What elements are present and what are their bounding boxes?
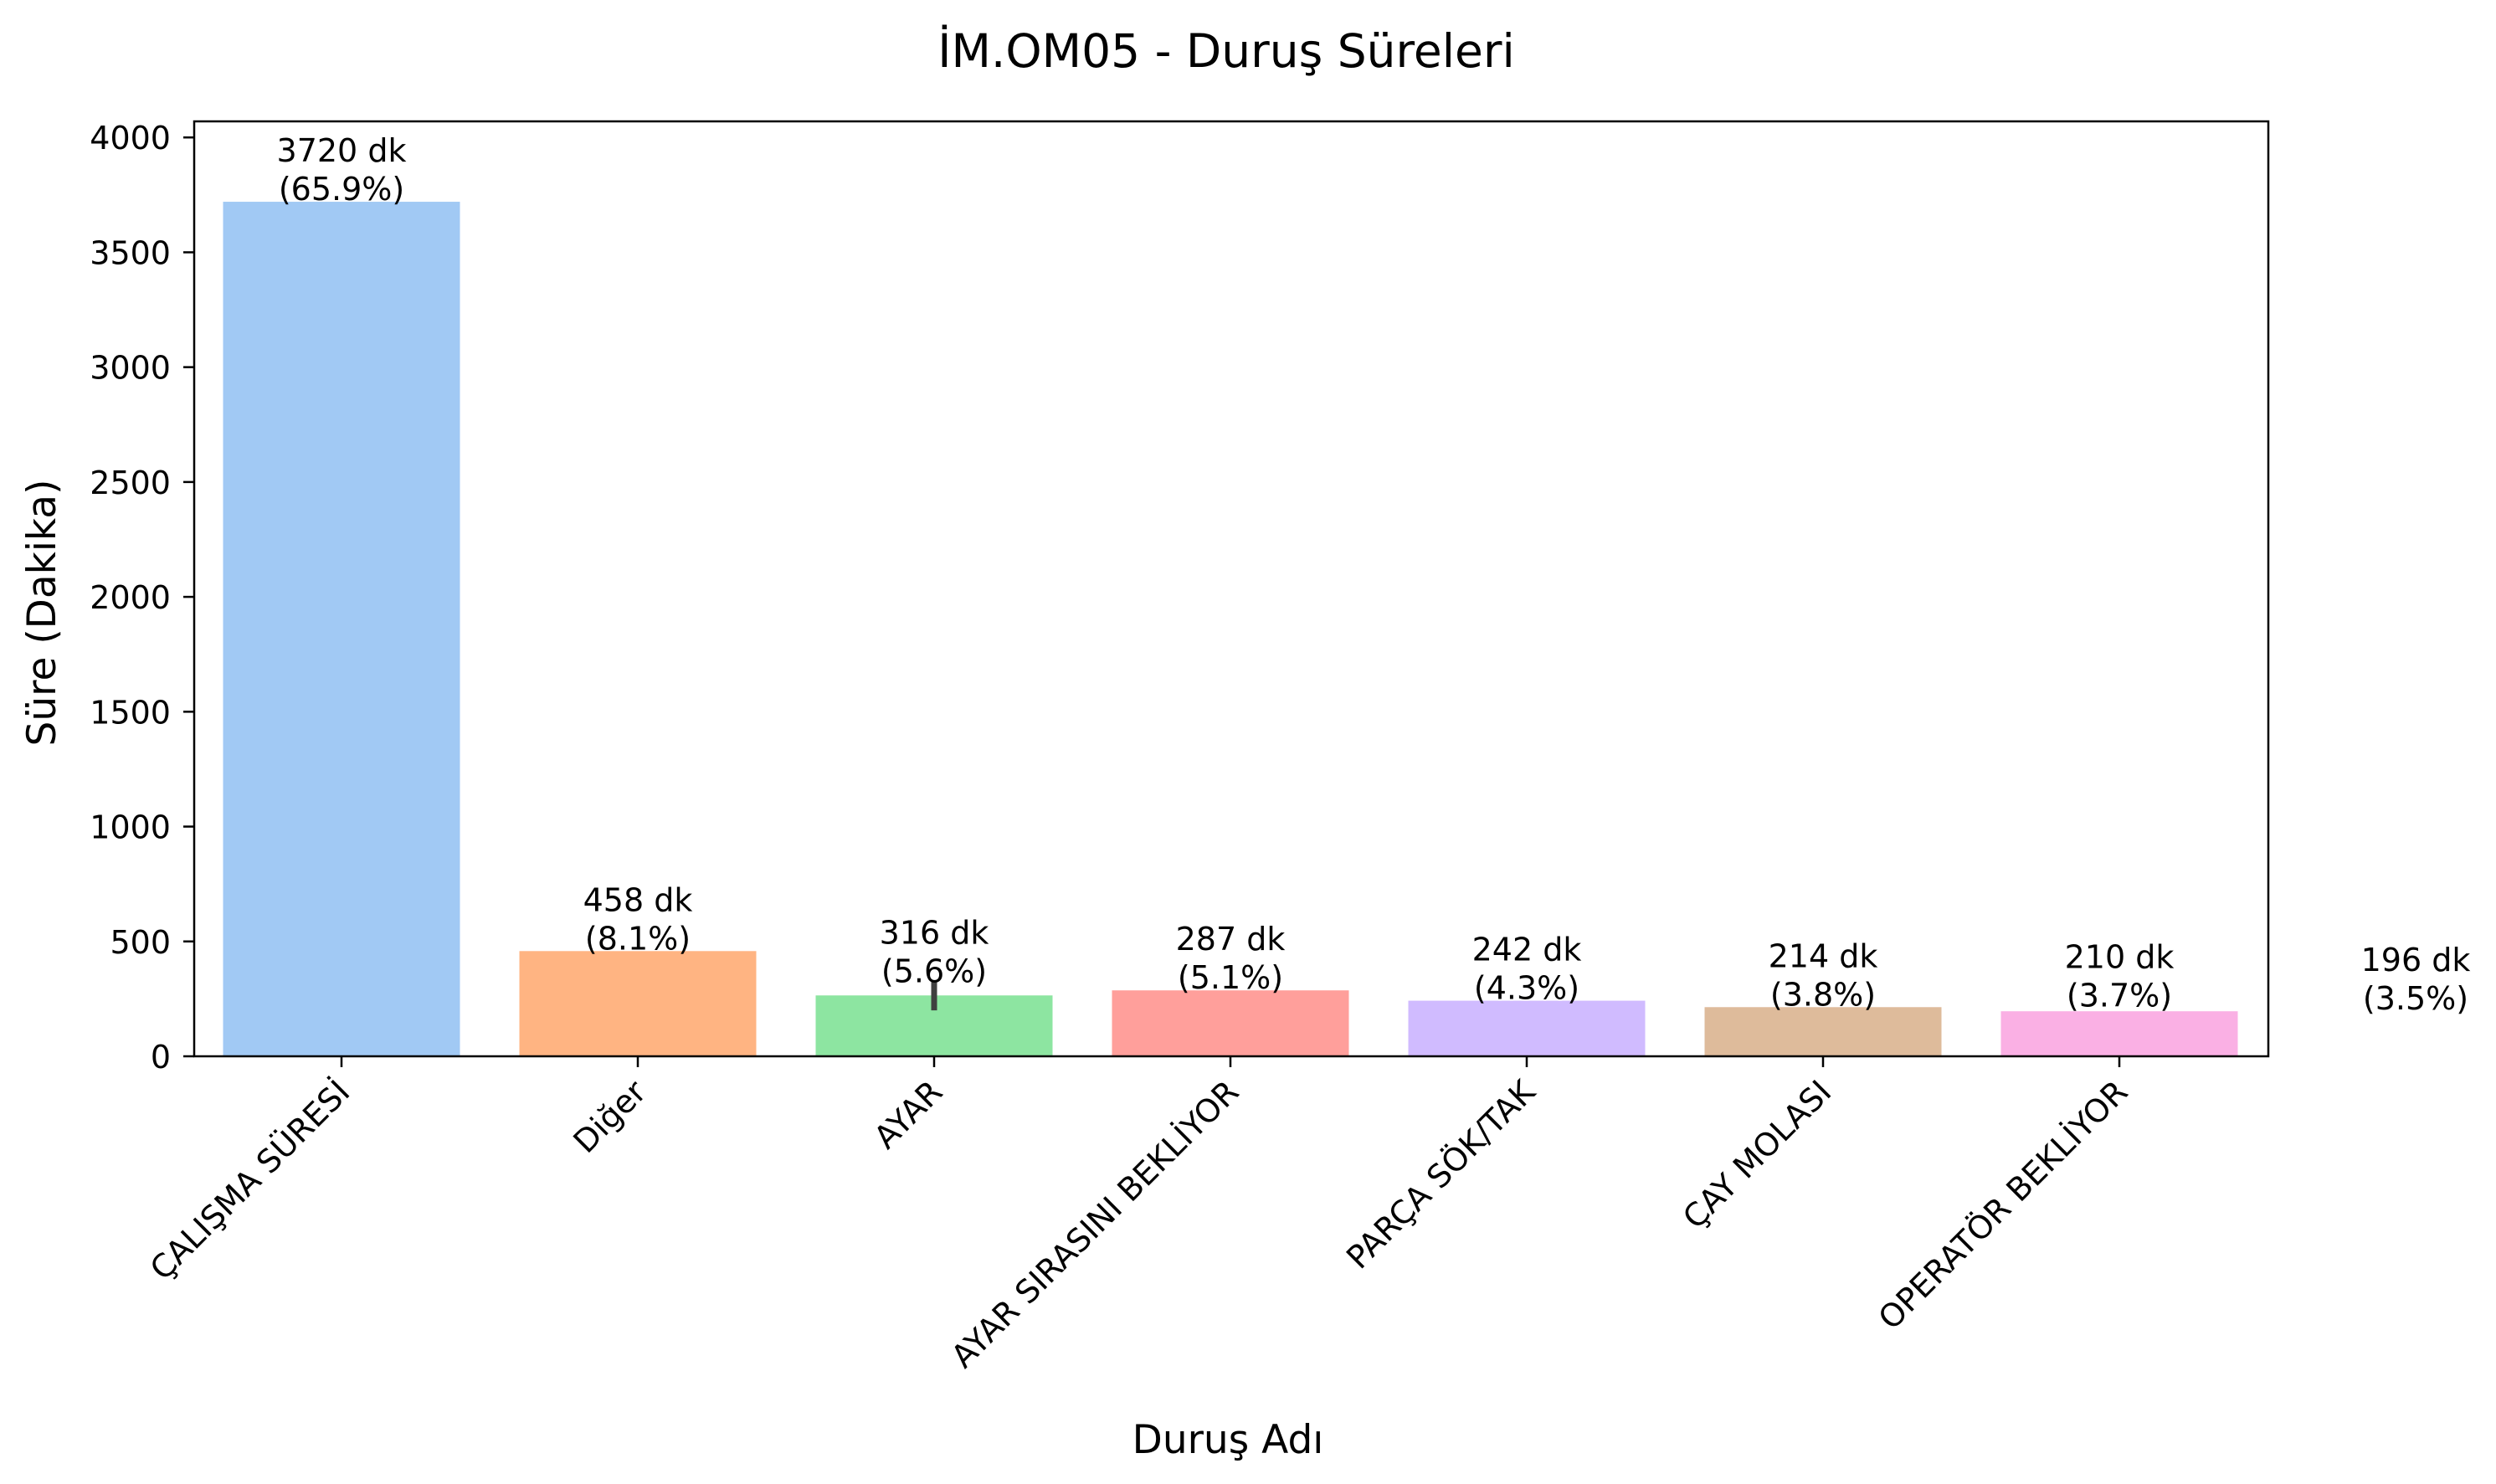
data-label-value: 458 dk bbox=[583, 881, 693, 918]
y-axis-label: Süre (Dakika) bbox=[19, 480, 65, 747]
data-label-percent: (65.9%) bbox=[279, 171, 404, 208]
bars-layer bbox=[223, 202, 2238, 1056]
data-label-value: 3720 dk bbox=[277, 132, 407, 169]
data-label-value: 214 dk bbox=[1769, 937, 1878, 974]
x-tick-label: ÇAY MOLASI bbox=[1676, 1073, 1838, 1235]
y-tick-label: 4000 bbox=[90, 120, 171, 157]
y-ticks: 0 500 1000 1500 2000 2500 3000 3500 4000 bbox=[90, 120, 194, 1076]
bar-6 bbox=[1704, 1007, 1942, 1056]
y-tick-label: 0 bbox=[151, 1039, 171, 1076]
y-tick-label: 3000 bbox=[90, 350, 171, 387]
plot-frame bbox=[193, 120, 2270, 1058]
data-label-percent: (4.3%) bbox=[1474, 970, 1579, 1007]
data-label-percent: (5.6%) bbox=[881, 953, 987, 989]
x-tick-label: PARÇA SÖK/TAK bbox=[1339, 1072, 1543, 1276]
axes bbox=[193, 120, 2270, 1058]
data-label-value: 287 dk bbox=[1176, 921, 1286, 958]
data-label-percent: (3.8%) bbox=[1770, 976, 1876, 1013]
x-tick-label: Diğer bbox=[566, 1073, 653, 1160]
y-tick-label: 2500 bbox=[90, 465, 171, 501]
data-label-percent: (8.1%) bbox=[585, 920, 691, 957]
data-label-value: 210 dk bbox=[2065, 938, 2175, 975]
x-tick-label: AYAR SIRASINI BEKLİYOR bbox=[944, 1073, 1246, 1375]
bar-1 bbox=[223, 202, 460, 1056]
y-tick-label: 500 bbox=[110, 924, 171, 961]
x-axis-label: Duruş Adı bbox=[1132, 1417, 1324, 1463]
bar-2 bbox=[519, 951, 757, 1056]
data-label-percent: (5.1%) bbox=[1178, 959, 1283, 996]
bar-7 bbox=[2000, 1011, 2238, 1056]
data-label-percent: (3.5%) bbox=[2363, 980, 2468, 1017]
y-tick-label: 3500 bbox=[90, 234, 171, 271]
data-label-percent: (3.7%) bbox=[2067, 977, 2172, 1014]
data-label-value: 196 dk bbox=[2361, 942, 2471, 978]
x-tick-label: ÇALIŞMA SÜRESİ bbox=[143, 1073, 357, 1287]
x-tick-label: OPERATÖR BEKLİYOR bbox=[1872, 1073, 2135, 1337]
data-labels: 3720 dk(65.9%) 458 dk(8.1%) 316 dk(5.6%) 28… bbox=[277, 132, 2471, 1017]
x-tick-label: AYAR bbox=[867, 1073, 950, 1156]
data-label-value: 316 dk bbox=[880, 914, 989, 951]
y-tick-label: 1500 bbox=[90, 694, 171, 731]
y-tick-label: 1000 bbox=[90, 809, 171, 846]
y-tick-label: 2000 bbox=[90, 579, 171, 616]
bar-4 bbox=[1112, 990, 1349, 1056]
data-label-value: 242 dk bbox=[1472, 932, 1582, 968]
bar-5 bbox=[1408, 1000, 1646, 1056]
chart-title: İM.OM05 - Duruş Süreleri bbox=[937, 24, 1515, 78]
